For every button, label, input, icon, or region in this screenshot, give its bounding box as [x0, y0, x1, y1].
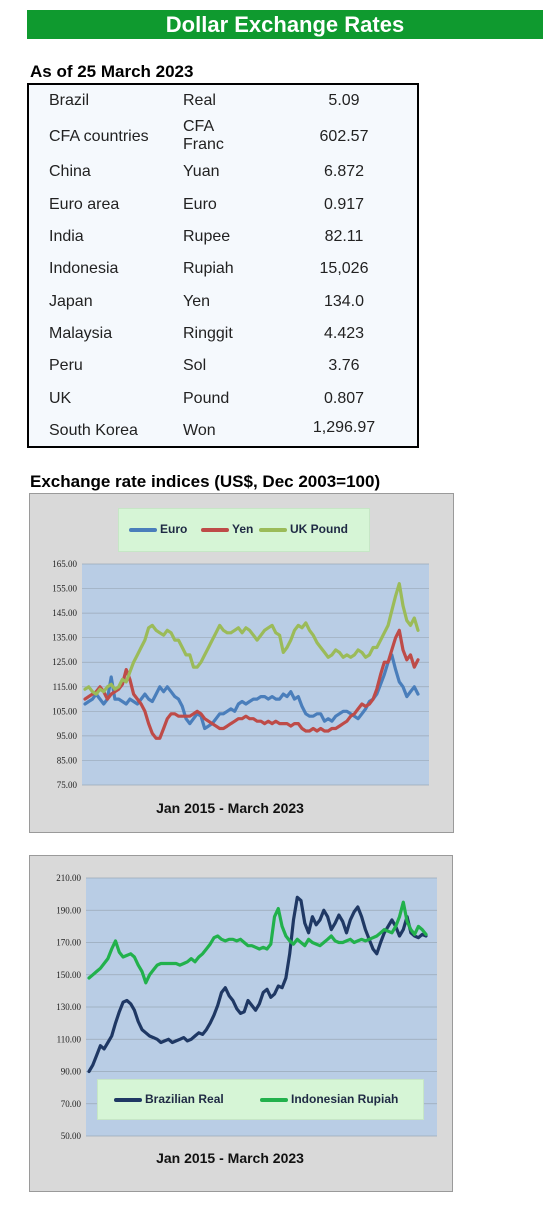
legend-item: Yen	[201, 522, 253, 536]
rate-value: 1,296.97	[312, 419, 376, 436]
y-tick-label: 155.00	[52, 584, 77, 594]
series-line-brazilian-real	[87, 895, 428, 1074]
currency-name: Sol	[183, 357, 207, 374]
legend-item: Euro	[129, 522, 187, 536]
rate-value: 5.09	[328, 92, 360, 109]
rate-value: 15,026	[319, 260, 369, 277]
currency-name: Pound	[183, 390, 230, 407]
legend-label: Brazilian Real	[145, 1092, 224, 1106]
plot-area	[82, 564, 429, 785]
y-tick-label: 115.00	[53, 682, 78, 692]
series-line-yen	[83, 628, 420, 740]
currency-name: Yen	[183, 293, 210, 310]
legend-swatch	[114, 1097, 142, 1102]
country-name: Euro area	[49, 196, 120, 213]
y-tick-label: 145.00	[52, 608, 77, 618]
y-tick-label: 165.00	[52, 559, 77, 569]
series-line-uk-pound	[83, 581, 420, 696]
country-name: CFA countries	[49, 128, 149, 145]
legend-label: UK Pound	[290, 522, 348, 536]
chart-1-svg: 165.00 155.00 145.00 135.00 125.00 115.00 105.…	[52, 559, 429, 790]
country-name: South Korea	[49, 422, 138, 439]
y-tick-label: 170.00	[56, 938, 81, 948]
gridlines	[86, 877, 437, 1137]
y-tick-label: 150.00	[56, 970, 81, 980]
currency-name: Won	[183, 422, 216, 439]
gridlines	[82, 563, 429, 786]
rate-value: 6.872	[323, 163, 365, 180]
page-title: Dollar Exchange Rates	[27, 10, 543, 39]
y-tick-label: 125.00	[52, 657, 77, 667]
legend-label: Indonesian Rupiah	[291, 1092, 399, 1106]
country-name: Brazil	[49, 92, 90, 109]
country-name: Indonesia	[49, 260, 119, 277]
chart-2-svg: 210.00 190.00 170.00 150.00 130.00 110.00 90.0…	[56, 873, 437, 1141]
legend-swatch	[260, 1097, 288, 1102]
currency-name: Rupiah	[183, 260, 234, 277]
legend-swatch	[201, 527, 229, 532]
legend-swatch	[259, 527, 287, 532]
currency-name: Real	[183, 92, 216, 109]
legend-item: UK Pound	[259, 522, 348, 536]
rate-value: 4.423	[323, 325, 365, 342]
currency-name: Yuan	[183, 163, 220, 180]
chart-1-legend: Euro Yen UK Pound	[118, 508, 370, 552]
y-tick-label: 110.00	[57, 1034, 82, 1044]
country-name: Malaysia	[49, 325, 113, 342]
rate-value: 0.807	[323, 390, 365, 407]
rates-date-heading: As of 25 March 2023	[30, 62, 194, 81]
y-tick-label: 95.00	[57, 731, 78, 741]
y-tick-label: 75.00	[57, 780, 78, 790]
chart-euro-yen-pound: 165.00 155.00 145.00 135.00 125.00 115.00 105.…	[29, 493, 454, 833]
y-tick-label: 85.00	[57, 755, 78, 765]
rate-value: 3.76	[328, 357, 360, 374]
series-line-indonesian-rupiah	[87, 900, 428, 985]
country-name: Peru	[49, 357, 83, 374]
y-tick-label: 210.00	[56, 873, 81, 883]
y-tick-label: 50.00	[61, 1131, 82, 1141]
rate-value: 134.0	[323, 293, 365, 310]
y-tick-label: 135.00	[52, 633, 77, 643]
currency-name: Rupee	[183, 228, 231, 245]
rate-value: 0.917	[323, 196, 365, 213]
chart-real-rupiah: 210.00 190.00 170.00 150.00 130.00 110.00 90.0…	[29, 855, 453, 1192]
rate-value: 82.11	[324, 228, 364, 245]
series-line-euro	[83, 653, 420, 731]
legend-item: Indonesian Rupiah	[260, 1092, 398, 1106]
y-tick-label: 190.00	[56, 905, 81, 915]
rate-value: 602.57	[319, 128, 369, 145]
chart-2-legend: Brazilian Real Indonesian Rupiah	[97, 1079, 424, 1120]
legend-item: Brazilian Real	[114, 1092, 224, 1106]
chart-1-xcaption: Jan 2015 - March 2023	[156, 800, 304, 816]
rates-table: Brazil Real 5.09 CFA countries CFA Franc 602.…	[27, 83, 419, 448]
country-name: UK	[49, 390, 72, 407]
legend-swatch	[129, 527, 157, 532]
y-tick-label: 130.00	[56, 1002, 81, 1012]
legend-label: Yen	[232, 522, 254, 536]
y-tick-label: 105.00	[52, 706, 77, 716]
y-tick-label: 90.00	[61, 1067, 82, 1077]
indices-heading: Exchange rate indices (US$, Dec 2003=100…	[30, 472, 381, 491]
currency-name: CFA Franc	[183, 118, 224, 153]
currency-name: Ringgit	[183, 325, 233, 342]
y-tick-label: 70.00	[61, 1099, 82, 1109]
country-name: China	[49, 163, 91, 180]
country-name: India	[49, 228, 84, 245]
chart-2-xcaption: Jan 2015 - March 2023	[156, 1150, 304, 1166]
legend-label: Euro	[160, 522, 188, 536]
country-name: Japan	[49, 293, 93, 310]
currency-name: Euro	[183, 196, 217, 213]
